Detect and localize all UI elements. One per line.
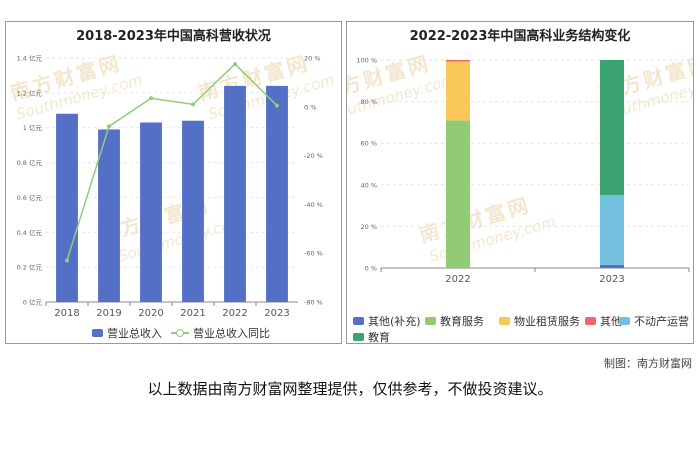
- legend-label: 其他(补充): [368, 315, 421, 328]
- legend-item[interactable]: 其他(补充): [353, 313, 421, 329]
- color-swatch-icon: [499, 317, 510, 325]
- x-tick-label: 2021: [180, 308, 205, 319]
- credit-label: 制图：南方财富网: [604, 357, 692, 370]
- y-right-tick-label: 20 %: [304, 55, 321, 63]
- legend-item[interactable]: 营业总收入: [92, 325, 162, 341]
- y-left-tick-label: 1 亿元: [23, 123, 43, 132]
- stack-segment: [446, 60, 470, 62]
- x-tick-label: 2018: [54, 308, 79, 319]
- chart-title: 2018-2023年中国高科营收状况: [76, 29, 271, 44]
- line-point: [233, 62, 237, 67]
- y-tick-label: 40 %: [360, 181, 377, 189]
- x-tick-label: 2023: [264, 308, 289, 319]
- stack-segment: [446, 61, 470, 121]
- line-swatch-icon: [171, 329, 189, 337]
- line-revenue-yoy: [66, 63, 278, 261]
- structure-chart-panel: 南方财富网 Southmoney.com 南方财富网 Southmoney.co…: [346, 21, 694, 344]
- legend-label: 不动产运营: [634, 315, 689, 328]
- color-swatch-icon: [585, 317, 596, 325]
- y-left-tick-label: 0.8 亿元: [17, 158, 43, 167]
- y-right-tick-label: -60 %: [304, 250, 323, 258]
- y-tick-label: 100 %: [356, 57, 377, 65]
- color-swatch-icon: [92, 329, 103, 337]
- y-left-tick-label: 0.4 亿元: [17, 228, 43, 237]
- legend-item[interactable]: 教育服务: [425, 313, 484, 329]
- stack-segment: [600, 195, 624, 265]
- legend-label: 教育: [368, 331, 390, 344]
- line-point: [65, 258, 69, 263]
- bar-revenue: [266, 85, 288, 302]
- revenue-chart-panel: 南方财富网 Southmoney.com 南方财富网 Southmoney.co…: [5, 21, 342, 344]
- legend-label: 营业总收入同比: [193, 327, 270, 340]
- line-point: [191, 102, 195, 107]
- stack-segment: [446, 120, 470, 268]
- bar-revenue: [140, 122, 162, 302]
- stack-segment: [600, 264, 624, 268]
- legend-label: 营业总收入: [107, 327, 162, 340]
- color-swatch-icon: [353, 333, 364, 341]
- x-tick-label: 2020: [138, 308, 163, 319]
- bar-revenue: [224, 85, 246, 302]
- legend-item[interactable]: 物业租赁服务: [499, 313, 580, 329]
- y-right-tick-label: -40 %: [304, 201, 323, 209]
- y-right-tick-label: -20 %: [304, 152, 323, 160]
- revenue-chart: 0 亿元 0.2 亿元 0.4 亿元 0.6 亿元 0.8 亿元 1 亿元 1.2 亿元 1.…: [17, 54, 323, 320]
- x-tick-label: 2022: [222, 308, 247, 319]
- y-left-tick-label: 1.4 亿元: [17, 54, 43, 63]
- y-right-tick-label: -80 %: [304, 299, 323, 307]
- legend-label: 物业租赁服务: [514, 315, 580, 328]
- line-point: [149, 96, 153, 101]
- line-point: [275, 103, 279, 108]
- color-swatch-icon: [425, 317, 436, 325]
- y-tick-label: 60 %: [360, 140, 377, 148]
- legend-item[interactable]: 营业总收入同比: [171, 325, 270, 341]
- disclaimer-text: 以上数据由南方财富网整理提供，仅供参考，不做投资建议。: [147, 380, 553, 398]
- x-tick-label: 2022: [445, 274, 470, 285]
- bar-revenue: [98, 129, 120, 302]
- y-left-tick-label: 0.6 亿元: [17, 193, 43, 202]
- chart-title: 2022-2023年中国高科业务结构变化: [409, 29, 631, 44]
- color-swatch-icon: [353, 317, 364, 325]
- color-swatch-icon: [619, 317, 630, 325]
- bar-revenue: [56, 113, 78, 303]
- legend-label: 其他: [600, 315, 622, 328]
- structure-chart: 0 % 20 % 40 % 60 % 80 % 100 % 2022 2023: [356, 57, 690, 285]
- legend-item[interactable]: 其他: [585, 313, 622, 329]
- line-point: [107, 124, 111, 129]
- x-tick-label: 2023: [599, 274, 624, 285]
- legend-label: 教育服务: [440, 315, 484, 328]
- y-tick-label: 0 %: [365, 265, 377, 273]
- stack-segment: [600, 60, 624, 196]
- y-tick-label: 80 %: [360, 98, 377, 106]
- y-left-tick-label: 0 亿元: [23, 298, 43, 307]
- x-tick-label: 2019: [96, 308, 121, 319]
- legend-item[interactable]: 不动产运营: [619, 313, 689, 329]
- y-right-tick-label: 0 %: [304, 103, 316, 111]
- y-left-tick-label: 1.2 亿元: [17, 88, 43, 97]
- y-left-tick-label: 0.2 亿元: [17, 263, 43, 272]
- legend-item[interactable]: 教育: [353, 329, 390, 344]
- y-tick-label: 20 %: [360, 223, 377, 231]
- bar-revenue: [182, 120, 204, 302]
